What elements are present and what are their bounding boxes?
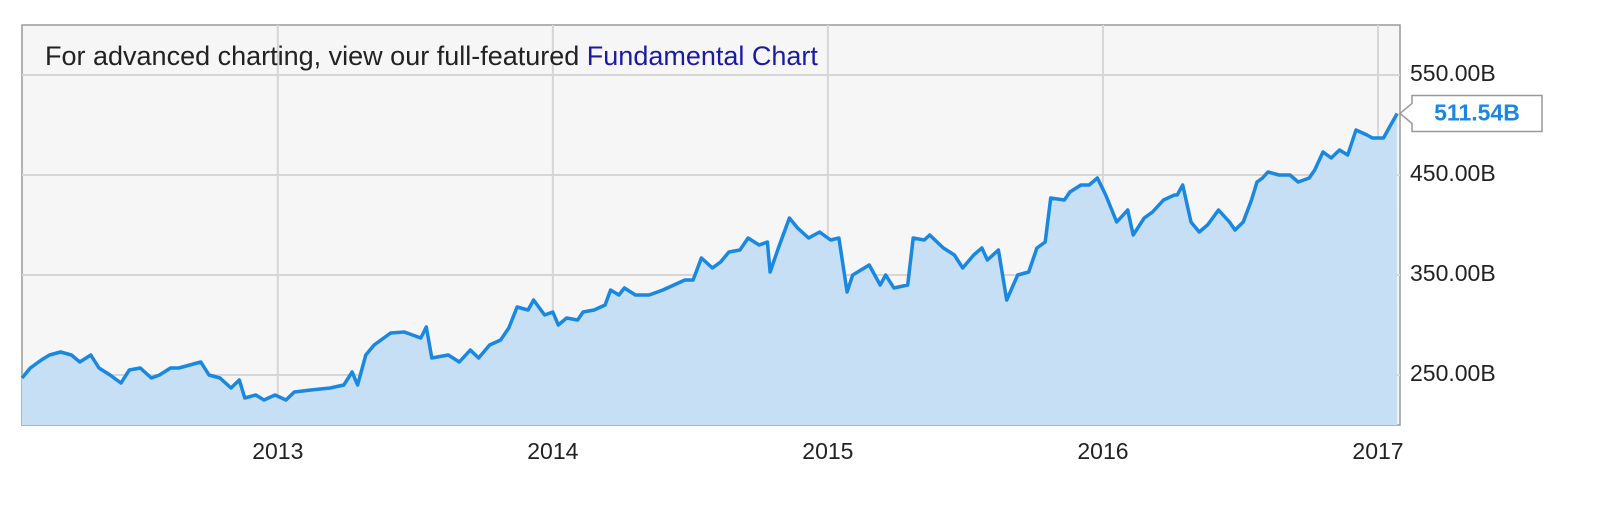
marks xyxy=(20,112,1399,425)
y-tick-label: 550.00B xyxy=(1410,60,1496,86)
x-tick-label: 2016 xyxy=(1077,438,1128,464)
y-tick-label: 350.00B xyxy=(1410,260,1496,286)
x-tick-label: 2014 xyxy=(527,438,578,464)
value-badge-label: 511.54B xyxy=(1434,100,1520,126)
note-link[interactable]: Fundamental Chart xyxy=(587,41,819,71)
y-tick-label: 450.00B xyxy=(1410,160,1496,186)
note-text: For advanced charting, view our full-fea… xyxy=(45,41,579,71)
labels: 250.00B 350.00B 450.00B 550.00B 2013 2014 2015… xyxy=(252,60,1543,464)
note: For advanced charting, view our full-fea… xyxy=(45,41,818,71)
x-tick-label: 2017 xyxy=(1352,438,1403,464)
x-tick-label: 2015 xyxy=(802,438,853,464)
line xyxy=(20,112,1399,402)
x-tick-label: 2013 xyxy=(252,438,303,464)
area xyxy=(22,113,1398,425)
y-tick-label: 250.00B xyxy=(1410,360,1496,386)
value-badge xyxy=(1398,94,1543,133)
